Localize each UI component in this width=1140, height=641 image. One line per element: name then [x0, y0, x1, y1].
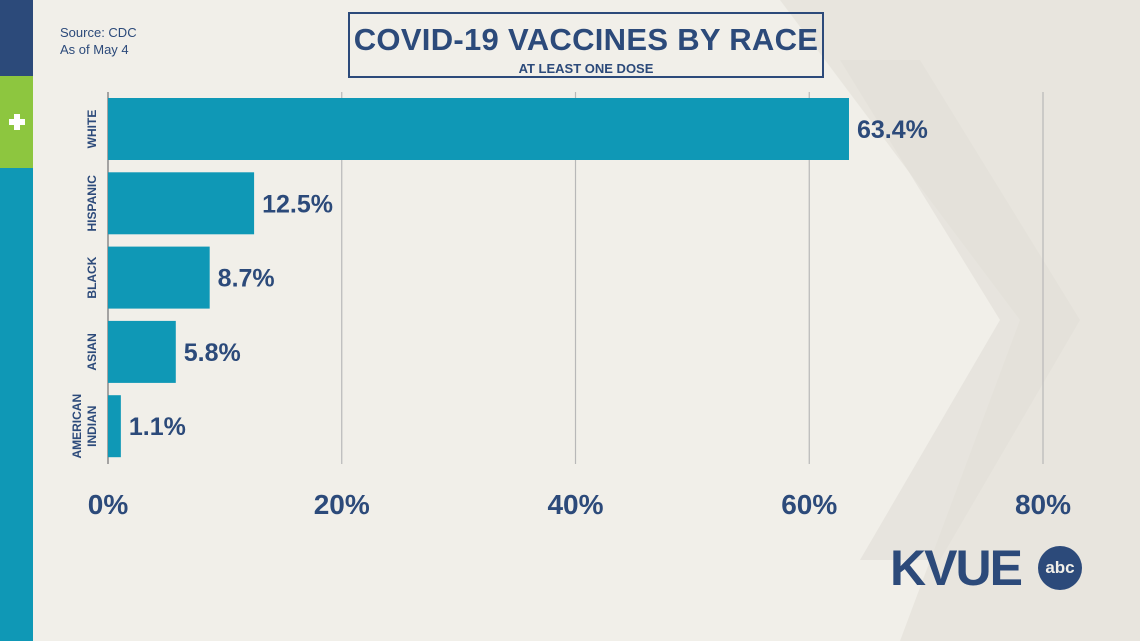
x-tick-label: 20% [314, 489, 370, 520]
date-line: As of May 4 [60, 42, 129, 57]
bar [108, 395, 121, 458]
title-box: COVID-19 VACCINES BY RACE AT LEAST ONE D… [348, 12, 824, 78]
category-label: AMERICAN INDIAN [70, 394, 99, 459]
category-label-line: ASIAN [85, 333, 99, 370]
source-note: Source: CDC As of May 4 [60, 24, 137, 58]
abc-badge: abc [1038, 546, 1082, 590]
side-bar-navy [0, 0, 33, 76]
source-line: Source: CDC [60, 25, 137, 40]
logo-text: KVUE [890, 540, 1023, 596]
x-tick-label: 80% [1015, 489, 1071, 520]
plus-icon [9, 114, 25, 130]
category-label: HISPANIC [85, 175, 99, 232]
category-label-line: WHITE [85, 110, 99, 149]
category-label: ASIAN [85, 333, 99, 370]
chart-subtitle: AT LEAST ONE DOSE [518, 61, 654, 76]
bar [108, 172, 255, 235]
bar [108, 246, 210, 309]
x-tick-label: 60% [781, 489, 837, 520]
category-label-line: HISPANIC [85, 175, 99, 232]
side-bar-teal [0, 168, 33, 641]
category-label: BLACK [85, 256, 99, 298]
category-label: WHITE [85, 110, 99, 149]
category-label-line: AMERICAN [70, 394, 84, 459]
data-label: 1.1% [129, 413, 186, 441]
kvue-logo: KVUE abc [890, 540, 1090, 596]
bar [108, 320, 176, 383]
x-tick-label: 40% [547, 489, 603, 520]
x-tick-label: 0% [88, 489, 129, 520]
chart-title: COVID-19 VACCINES BY RACE [353, 22, 819, 57]
data-label: 63.4% [857, 116, 928, 144]
data-label: 8.7% [218, 265, 275, 293]
category-label-line: INDIAN [85, 406, 99, 447]
data-label: 12.5% [262, 190, 333, 218]
category-label-line: BLACK [85, 256, 99, 298]
bar [108, 98, 849, 160]
data-label: 5.8% [184, 339, 241, 367]
